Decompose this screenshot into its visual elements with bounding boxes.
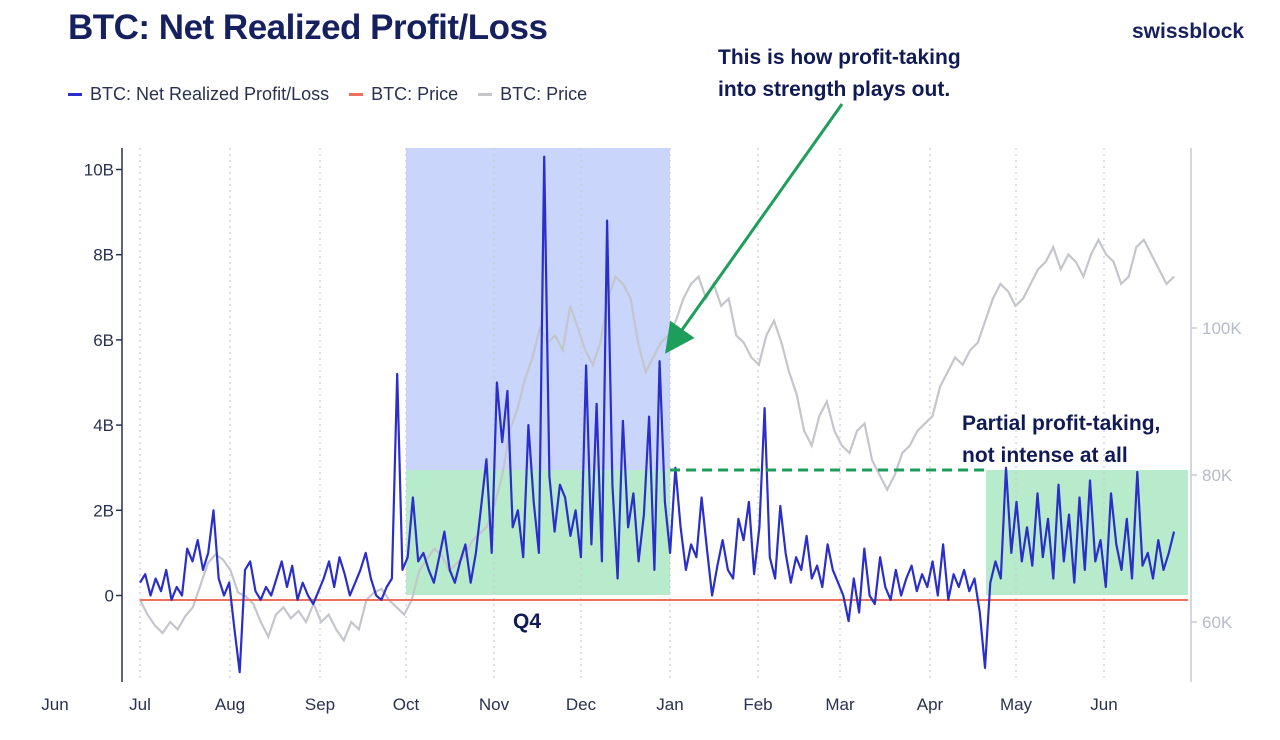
x-tick-label-5: Nov (479, 695, 510, 714)
left-tick-label-3: 6B (93, 331, 114, 350)
legend-label-price-red: BTC: Price (371, 84, 459, 104)
q4-blue-region (406, 148, 670, 470)
brand-logo-text: swissblock (1132, 20, 1245, 43)
x-tick-label-3: Sep (305, 695, 335, 714)
legend: BTC: Net Realized Profit/Loss BTC: Price… (68, 84, 587, 105)
x-tick-labels: Jun Jul Aug Sep Oct Nov Dec Jan Feb Mar Apr May Jun (41, 695, 1117, 714)
x-tick-label-10: Apr (917, 695, 944, 714)
x-tick-label-4: Oct (393, 695, 420, 714)
annotation-right-line2: not intense at all (962, 444, 1128, 467)
left-tick-label-0: 0 (105, 587, 114, 606)
legend-swatch-price-red (349, 93, 364, 96)
x-tick-label-1: Jul (129, 695, 151, 714)
month-gridlines (139, 148, 1105, 682)
x-tick-label-2: Aug (215, 695, 245, 714)
annotation-top-line2: into strength plays out. (718, 78, 950, 101)
x-tick-label-9: Mar (825, 695, 855, 714)
legend-item-price-gray[interactable]: BTC: Price (478, 84, 587, 105)
left-y-ticks: 0 2B 4B 6B 8B 10B (84, 161, 122, 606)
left-tick-label-2: 4B (93, 416, 114, 435)
annotation-top-line1: This is how profit-taking (718, 46, 961, 69)
chart-title: BTC: Net Realized Profit/Loss (68, 8, 548, 47)
left-tick-label-1: 2B (93, 501, 114, 520)
legend-item-price-red[interactable]: BTC: Price (349, 84, 458, 105)
x-tick-label-12: Jun (1090, 695, 1117, 714)
legend-item-nrpl[interactable]: BTC: Net Realized Profit/Loss (68, 84, 329, 105)
legend-label-price-gray: BTC: Price (500, 84, 588, 104)
x-tick-label-11: May (1000, 695, 1033, 714)
left-tick-label-4: 8B (93, 246, 114, 265)
annotation-right-line1: Partial profit-taking, (962, 412, 1160, 435)
x-tick-label-0: Jun (41, 695, 68, 714)
x-tick-label-7: Jan (656, 695, 683, 714)
right-tick-label-1: 80K (1202, 466, 1233, 485)
annotation-q4: Q4 (513, 610, 541, 633)
right-tick-label-2: 100K (1202, 319, 1242, 338)
x-tick-label-6: Dec (566, 695, 597, 714)
legend-label-nrpl: BTC: Net Realized Profit/Loss (90, 84, 330, 104)
left-tick-label-5: 10B (84, 161, 114, 180)
series-nrpl-line (139, 155, 1176, 674)
legend-swatch-price-gray (478, 93, 493, 96)
annotation-arrow (665, 103, 844, 354)
x-tick-label-8: Feb (743, 695, 772, 714)
right-y-ticks: 60K 80K 100K (1191, 319, 1242, 632)
right-tick-label-0: 60K (1202, 613, 1233, 632)
legend-swatch-nrpl (68, 93, 82, 96)
series-price-gray-line (139, 237, 1175, 643)
